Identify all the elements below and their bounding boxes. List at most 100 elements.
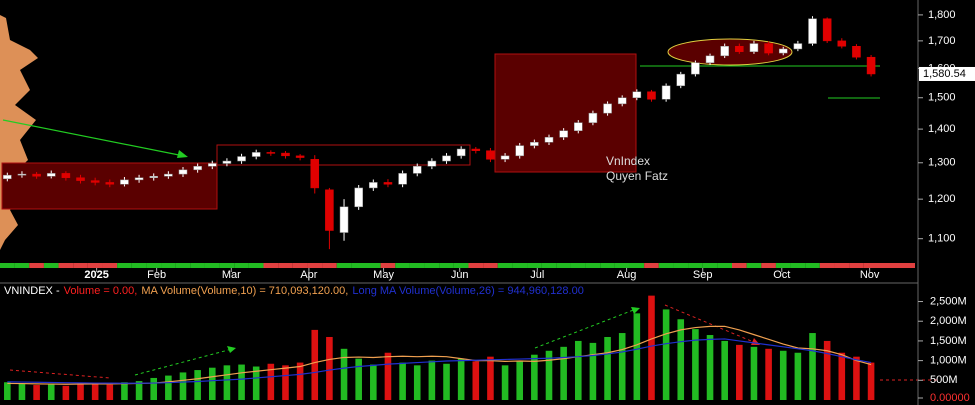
- trend-strip: [248, 263, 264, 268]
- trend-strip: [570, 263, 586, 268]
- trend-strip: [863, 263, 915, 268]
- volume-bar: [677, 319, 685, 400]
- candle-body: [691, 62, 700, 75]
- x-tick-label: Jul: [530, 269, 544, 281]
- candle-body: [369, 182, 378, 189]
- volume-bar: [443, 363, 450, 400]
- candle-body: [354, 187, 363, 208]
- candle-body: [383, 182, 393, 185]
- trend-strip: [409, 263, 425, 268]
- trend-strip: [673, 263, 689, 268]
- trend-strip: [366, 263, 381, 268]
- volume-bar: [384, 352, 392, 400]
- volume-trend: [534, 308, 637, 349]
- candle-body: [617, 97, 627, 105]
- candle-body: [178, 169, 188, 175]
- volume-bar: [765, 348, 772, 400]
- volume-bar: [252, 366, 260, 400]
- y-tick-label: 1,000M: [930, 355, 967, 367]
- volume-bar: [326, 336, 333, 400]
- volume-bar: [648, 295, 655, 400]
- trend-strip: [87, 263, 103, 268]
- trend-strip: [717, 263, 732, 268]
- arrow-head: [227, 346, 236, 353]
- y-tick-label: 1,200: [928, 193, 956, 205]
- x-tick-label: Oct: [773, 269, 790, 281]
- volume-bar: [413, 365, 421, 400]
- candle-body: [149, 176, 158, 178]
- x-tick-label: Jun: [451, 269, 469, 281]
- volume-bar: [516, 360, 524, 400]
- candle-body: [134, 177, 144, 181]
- candle-body: [749, 43, 759, 52]
- candle-body: [735, 46, 744, 52]
- trend-strip: [131, 263, 147, 268]
- volume-bar: [472, 361, 480, 400]
- trend-strip: [234, 263, 249, 268]
- volume-bar: [574, 340, 582, 400]
- volume-bar: [618, 333, 626, 400]
- y-tick-label: 2,500M: [930, 295, 967, 307]
- trend-strip: [746, 263, 762, 268]
- trend-strip: [541, 263, 557, 268]
- volume-bar: [311, 329, 319, 400]
- candle-body: [398, 173, 407, 185]
- trend-strip: [790, 263, 806, 268]
- candle-body: [574, 122, 583, 131]
- x-tick-label: May: [373, 269, 394, 281]
- trend-strip: [336, 263, 352, 268]
- volume-bar: [91, 383, 99, 400]
- volume-bar: [208, 367, 216, 400]
- candle-body: [559, 130, 568, 138]
- trend-strip: [658, 263, 674, 268]
- volume-bar: [47, 384, 55, 400]
- trend-strip: [117, 263, 132, 268]
- volume-bar: [106, 384, 114, 400]
- candle-body: [837, 40, 847, 47]
- volume-bar: [135, 381, 143, 400]
- volume-bar: [121, 382, 128, 400]
- candle-body: [486, 150, 495, 160]
- last-price-tag: [919, 66, 975, 81]
- trend-strip: [58, 263, 74, 268]
- trend-strip: [702, 263, 718, 268]
- y-tick-label: 0.00000: [930, 392, 970, 404]
- candle-body: [222, 160, 232, 164]
- candle-body: [778, 48, 788, 54]
- volume-trend: [664, 304, 757, 344]
- candle-body: [120, 179, 129, 185]
- candle-body: [456, 148, 466, 157]
- candle-body: [661, 85, 671, 100]
- trend-strip: [527, 263, 542, 268]
- volume-bar: [531, 354, 538, 400]
- y-tick-label: 1,400: [928, 123, 956, 135]
- legend-text: Long MA Volume(Volume,26) = 944,960,128.…: [352, 285, 583, 297]
- volume-trend: [9, 369, 111, 379]
- candle-body: [808, 18, 817, 44]
- trend-strip: [512, 263, 528, 268]
- candle-body: [105, 182, 115, 185]
- volume-bar: [750, 346, 758, 400]
- trend-strip: [614, 263, 630, 268]
- volume-bar: [165, 375, 172, 400]
- candle-body: [793, 43, 803, 50]
- trend-strip: [644, 263, 659, 268]
- x-tick-label: Sep: [693, 269, 713, 281]
- legend-text: VNINDEX -: [4, 285, 60, 297]
- trend-strip: [322, 263, 337, 268]
- arrow-head: [177, 150, 188, 158]
- volume-bar: [62, 385, 70, 400]
- trend-strip: [307, 263, 323, 268]
- candle-body: [76, 177, 85, 181]
- volume-bar: [706, 335, 714, 400]
- trend-strip: [278, 263, 293, 268]
- y-tick-label: 2,000M: [930, 315, 967, 327]
- x-tick-label: Feb: [147, 269, 166, 281]
- trend-strip: [292, 263, 308, 268]
- legend-text: MA Volume(Volume,10) = 710,093,120.00,: [141, 285, 348, 297]
- trend-strip: [204, 263, 220, 268]
- candle-body: [90, 180, 100, 183]
- y-tick-label: 1,100: [928, 233, 956, 245]
- volume-bar: [794, 352, 802, 400]
